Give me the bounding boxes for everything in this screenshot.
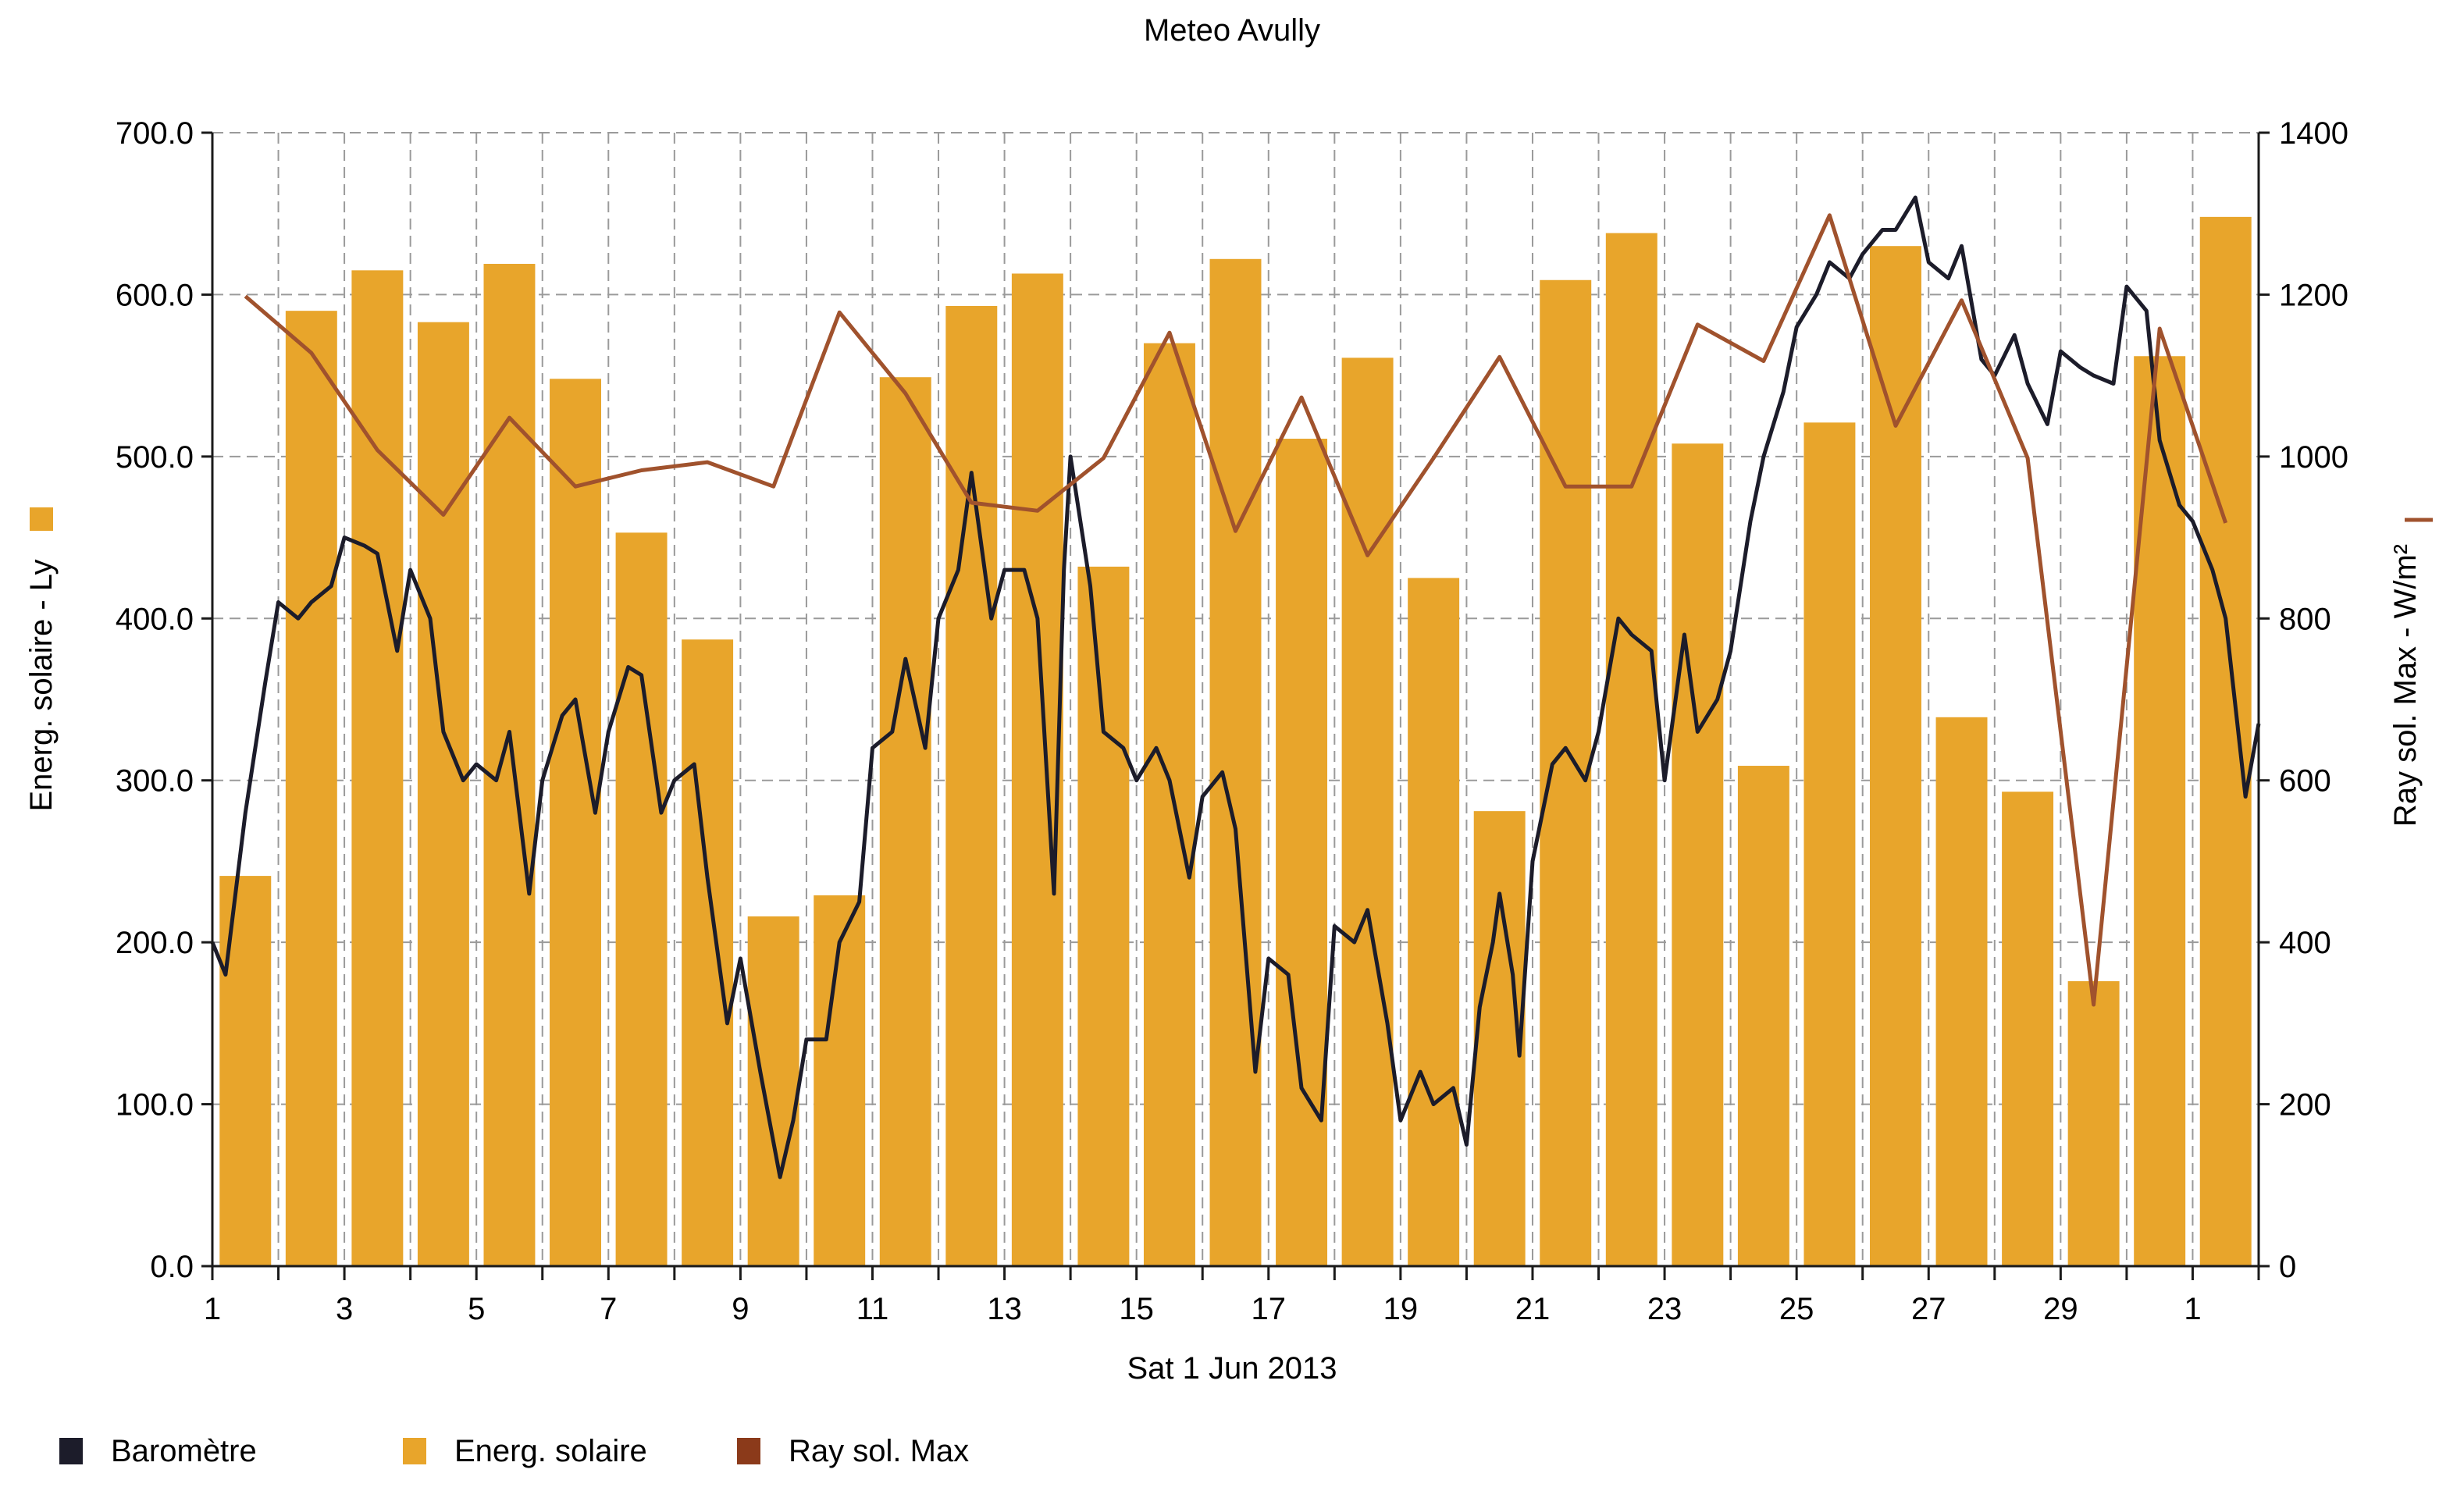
legend: Baromètre Energ. solaire Ray sol. Max	[59, 1434, 969, 1468]
y-left-tick-label: 600.0	[116, 278, 194, 312]
bar-series-energ-solaire	[219, 216, 2252, 1267]
bar-energ-solaire	[2199, 216, 2252, 1267]
x-tick-label: 9	[732, 1292, 749, 1326]
x-tick-label: 21	[1515, 1292, 1551, 1326]
y-right-tick-label: 1000	[2279, 440, 2348, 475]
legend-swatch	[59, 1438, 83, 1464]
y-right-tick-label: 200	[2279, 1088, 2331, 1123]
bar-energ-solaire	[285, 311, 337, 1267]
bar-energ-solaire	[1276, 439, 1328, 1266]
bar-energ-solaire	[1935, 717, 1988, 1266]
x-tick-label: 15	[1119, 1292, 1154, 1326]
x-axis-label: Sat 1 Jun 2013	[1127, 1351, 1337, 1386]
line-series	[210, 195, 2261, 1179]
y-right-tick-label: 1400	[2279, 116, 2348, 151]
legend-label: Energ. solaire	[454, 1434, 647, 1468]
bar-energ-solaire	[1540, 279, 1592, 1266]
line-barometre	[210, 195, 2261, 1179]
legend-swatch	[737, 1438, 760, 1464]
y-left-tick-label: 100.0	[116, 1088, 194, 1123]
legend-label: Ray sol. Max	[789, 1434, 969, 1468]
y-right-tick-label: 800	[2279, 602, 2331, 636]
y-axis-left-label: Energ. solaire - Ly	[24, 559, 59, 811]
bar-energ-solaire	[747, 916, 799, 1266]
line-ray-sol-max	[244, 213, 2228, 1007]
y-axis-right-label: Ray sol. Max - W/m²	[2388, 544, 2423, 827]
y-left-tick-label: 200.0	[116, 926, 194, 960]
bar-energ-solaire	[1672, 443, 1724, 1266]
bar-energ-solaire	[1408, 578, 1460, 1266]
legend-label: Baromètre	[111, 1434, 257, 1468]
bar-energ-solaire	[417, 322, 469, 1267]
bar-energ-solaire	[1737, 766, 1789, 1266]
bar-energ-solaire	[615, 532, 668, 1266]
x-tick-label: 23	[1647, 1292, 1682, 1326]
bar-energ-solaire	[1341, 358, 1394, 1267]
x-tick-label: 17	[1252, 1292, 1287, 1326]
bar-energ-solaire	[879, 377, 931, 1266]
chart-title: Meteo Avully	[1144, 13, 1320, 48]
x-tick-label: 7	[600, 1292, 617, 1326]
y-left-tick-label: 300.0	[116, 764, 194, 799]
y-left-tick-label: 500.0	[116, 440, 194, 475]
y-left-tick-label: 700.0	[116, 116, 194, 151]
x-tick-label: 1	[2184, 1292, 2201, 1326]
bar-energ-solaire	[1803, 422, 1856, 1266]
bar-energ-solaire	[1143, 343, 1195, 1267]
y-right-tick-label: 400	[2279, 926, 2331, 960]
y-left-tick-label: 400.0	[116, 602, 194, 636]
y-left-tick-label: 0.0	[150, 1250, 194, 1284]
x-tick-label: 25	[1779, 1292, 1814, 1326]
bar-energ-solaire	[351, 270, 404, 1266]
left-axis-legend-swatch	[30, 507, 53, 531]
bar-energ-solaire	[1077, 566, 1130, 1266]
axes	[211, 133, 2260, 1268]
x-tick-label: 29	[2043, 1292, 2078, 1326]
x-tick-label: 3	[336, 1292, 353, 1326]
bar-energ-solaire	[1605, 233, 1658, 1266]
x-tick-label: 13	[987, 1292, 1022, 1326]
bar-energ-solaire	[1870, 246, 1921, 1267]
bar-energ-solaire	[483, 264, 536, 1267]
legend-swatch	[403, 1438, 426, 1464]
y-right-tick-label: 600	[2279, 764, 2331, 799]
bar-energ-solaire	[550, 379, 601, 1266]
x-tick-label: 19	[1383, 1292, 1419, 1326]
bar-energ-solaire	[2002, 792, 2054, 1266]
x-tick-label: 5	[468, 1292, 485, 1326]
x-tick-label: 1	[204, 1292, 221, 1326]
bar-energ-solaire	[1209, 258, 1262, 1266]
bar-energ-solaire	[2067, 980, 2120, 1266]
bar-energ-solaire	[814, 895, 866, 1266]
x-tick-label: 11	[856, 1292, 889, 1326]
tick-labels: 0.0 100.0 200.0 300.0 400.0 500.0 600.0 700.0 0 2…	[116, 116, 2348, 1326]
bar-energ-solaire	[219, 876, 272, 1266]
bar-energ-solaire	[2134, 356, 2186, 1266]
bar-energ-solaire	[1011, 273, 1063, 1266]
bar-energ-solaire	[682, 639, 734, 1266]
y-right-tick-label: 0	[2279, 1250, 2296, 1284]
y-right-tick-label: 1200	[2279, 278, 2348, 312]
x-tick-label: 27	[1911, 1292, 1946, 1326]
bar-energ-solaire	[945, 305, 998, 1266]
